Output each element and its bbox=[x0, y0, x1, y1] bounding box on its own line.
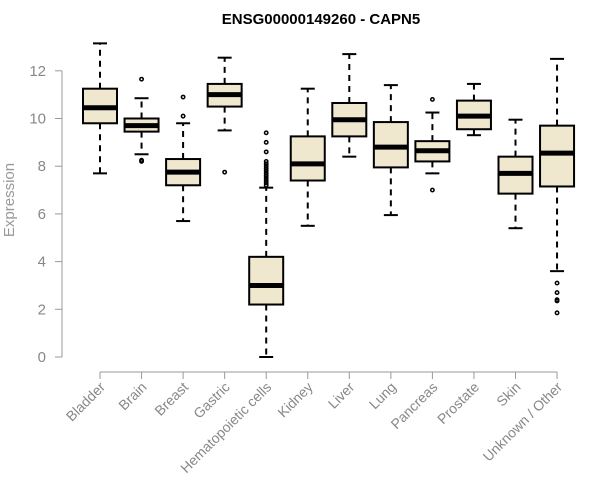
iqr-box bbox=[248, 255, 285, 306]
outlier-point bbox=[263, 166, 269, 172]
outlier-point bbox=[263, 175, 269, 181]
outlier-point bbox=[180, 113, 186, 119]
outlier-point bbox=[180, 94, 186, 100]
boxes-group bbox=[82, 42, 576, 358]
x-tick-label: Unknown / Other bbox=[480, 379, 566, 465]
x-tick-label: Prostate bbox=[434, 379, 482, 427]
outlier-point bbox=[139, 157, 145, 163]
outlier-point bbox=[554, 310, 560, 316]
box-prostate bbox=[455, 82, 492, 137]
box-lung bbox=[372, 84, 409, 217]
outlier-point bbox=[263, 170, 269, 176]
box-bladder bbox=[82, 42, 118, 175]
chart-title: ENSG00000149260 - CAPN5 bbox=[222, 11, 420, 28]
outlier-point bbox=[263, 163, 269, 169]
x-tick-label: Bladder bbox=[63, 379, 109, 425]
outlier-point bbox=[263, 168, 269, 174]
outlier-point bbox=[429, 187, 435, 193]
iqr-box bbox=[539, 124, 576, 188]
outlier-point bbox=[263, 158, 269, 164]
x-tick-label: Breast bbox=[151, 379, 191, 419]
iqr-box bbox=[289, 135, 326, 182]
y-tick-label: 10 bbox=[29, 111, 46, 128]
x-tick-label: Kidney bbox=[274, 379, 316, 421]
x-tick-label: Brain bbox=[115, 379, 149, 413]
box-pancreas bbox=[414, 96, 451, 193]
y-tick-label: 2 bbox=[38, 301, 46, 318]
box-unknown-other bbox=[539, 57, 576, 316]
outlier-point bbox=[263, 173, 269, 179]
outlier-point bbox=[429, 96, 435, 102]
box-gastric bbox=[206, 56, 243, 175]
box-skin bbox=[497, 118, 534, 230]
y-tick-label: 4 bbox=[38, 254, 46, 271]
box-brain bbox=[123, 76, 160, 164]
outlier-point bbox=[263, 130, 269, 136]
box-hematopoietic-cells bbox=[248, 130, 285, 358]
x-tick-label: Skin bbox=[493, 379, 524, 410]
outlier-point bbox=[139, 76, 145, 82]
y-tick-label: 6 bbox=[38, 206, 46, 223]
outlier-point bbox=[222, 169, 228, 175]
y-axis-label: Expression bbox=[1, 163, 18, 237]
y-tick-label: 8 bbox=[38, 158, 46, 175]
outlier-point bbox=[554, 298, 560, 304]
outlier-point bbox=[263, 149, 269, 155]
outlier-point bbox=[263, 161, 269, 167]
outlier-point bbox=[554, 280, 560, 286]
y-tick-label: 0 bbox=[38, 349, 46, 366]
outlier-point bbox=[263, 139, 269, 145]
x-tick-label: Liver bbox=[325, 379, 358, 412]
y-tick-label: 12 bbox=[29, 63, 46, 80]
outlier-point bbox=[263, 182, 269, 188]
x-tick-label: Lung bbox=[366, 379, 399, 412]
box-breast bbox=[165, 94, 202, 223]
outlier-point bbox=[263, 180, 269, 186]
box-liver bbox=[331, 53, 368, 158]
box-kidney bbox=[289, 87, 326, 227]
outlier-point bbox=[263, 178, 269, 183]
outlier-point bbox=[554, 290, 560, 296]
y-axis: 0 2 4 6 8 10 12 bbox=[29, 63, 63, 366]
